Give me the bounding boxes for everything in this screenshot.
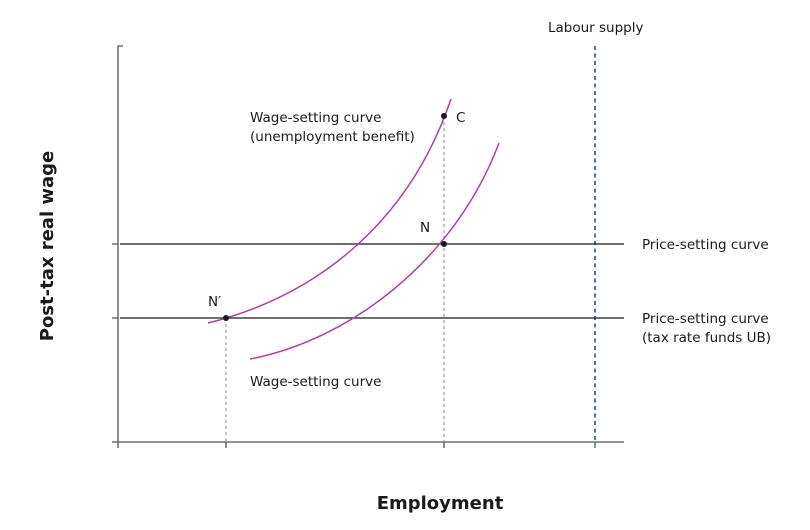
wage-setting-ub-label-2: (unemployment benefit) [250, 129, 415, 145]
point-c [441, 113, 447, 119]
price-setting-label: Price-setting curve [642, 237, 769, 253]
point-n-label: N [420, 220, 430, 236]
point-n-prime [223, 315, 229, 321]
wage-setting-curve [249, 142, 500, 360]
wage-setting-curve-ub [207, 98, 452, 324]
axes [112, 45, 624, 448]
point-n [441, 241, 447, 247]
wage-setting-ub-label-1: Wage-setting curve [250, 110, 381, 126]
labour-supply-label: Labour supply [548, 20, 644, 36]
price-setting-tax-label-2: (tax rate funds UB) [642, 330, 771, 346]
price-setting-tax-label-1: Price-setting curve [642, 311, 769, 327]
x-axis-title: Employment [377, 493, 504, 514]
y-axis-title: Post-tax real wage [37, 151, 58, 342]
wage-setting-label: Wage-setting curve [250, 374, 381, 390]
point-c-label: C [456, 110, 465, 126]
point-n-prime-label: N′ [208, 294, 221, 310]
